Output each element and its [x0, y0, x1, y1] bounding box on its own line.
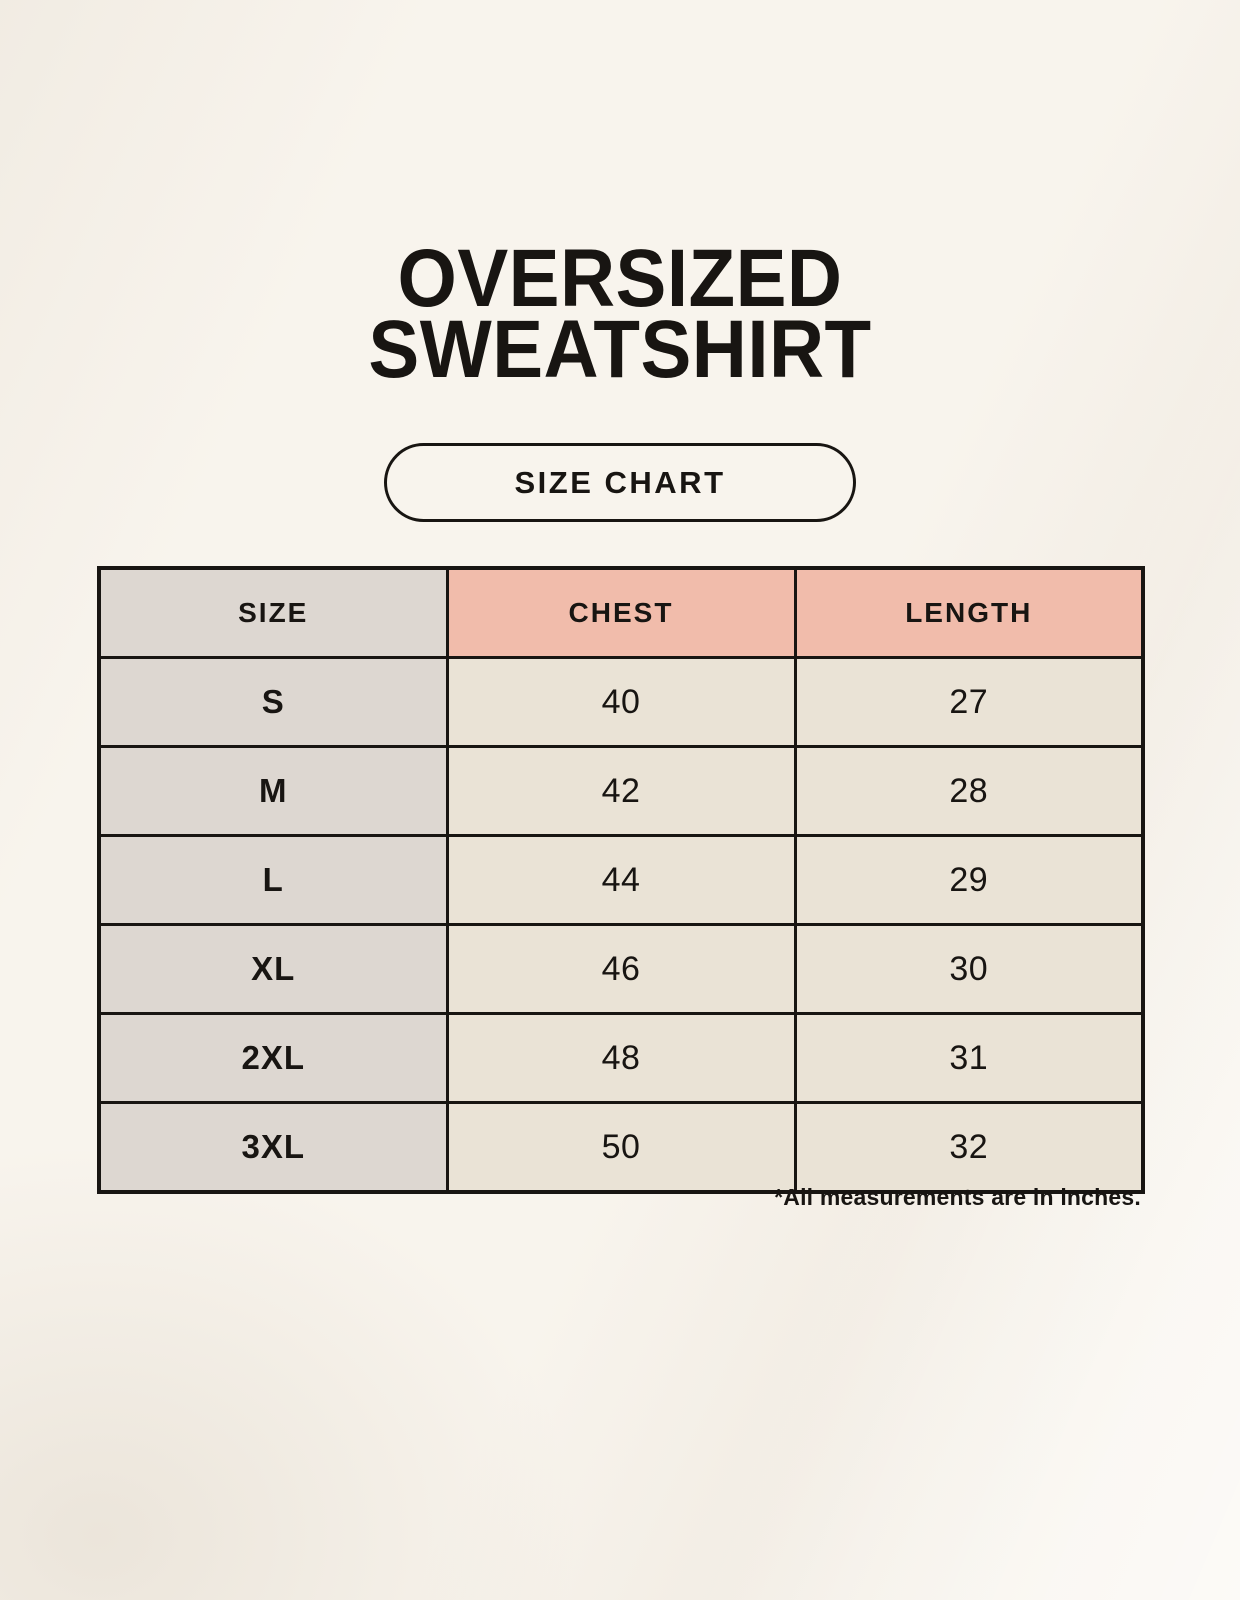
- page-title-line-2: SWEATSHIRT: [368, 304, 872, 395]
- chest-cell: 46: [445, 923, 797, 1015]
- size-chart-badge-label: SIZE CHART: [514, 464, 726, 500]
- chest-cell: 44: [445, 834, 797, 926]
- size-cell: L: [97, 834, 449, 926]
- length-cell: 29: [793, 834, 1145, 926]
- table-row-s: S 40 27: [97, 656, 1145, 748]
- chest-cell: 48: [445, 1012, 797, 1104]
- length-cell: 32: [793, 1101, 1145, 1194]
- table-row-2xl: 2XL 48 31: [97, 1012, 1145, 1104]
- measurements-footnote: *All measurements are in inches.: [774, 1184, 1141, 1210]
- size-cell: XL: [97, 923, 449, 1015]
- table-row-l: L 44 29: [97, 834, 1145, 926]
- column-header-chest: CHEST: [445, 566, 797, 659]
- length-cell: 28: [793, 745, 1145, 837]
- column-header-length: LENGTH: [793, 566, 1145, 659]
- table-header-row: SIZE CHEST LENGTH: [97, 566, 1145, 659]
- size-cell: 3XL: [97, 1101, 449, 1194]
- column-header-size: SIZE: [97, 566, 449, 659]
- length-cell: 31: [793, 1012, 1145, 1104]
- page-title: OVERSIZED SWEATSHIRT: [43, 233, 1196, 395]
- size-chart-badge: SIZE CHART: [384, 443, 856, 522]
- size-cell: 2XL: [97, 1012, 449, 1104]
- chest-cell: 40: [445, 656, 797, 748]
- size-table: SIZE CHEST LENGTH S 40 27 M 42 28 L 44 2…: [97, 566, 1145, 1194]
- size-cell: M: [97, 745, 449, 837]
- chest-cell: 50: [445, 1101, 797, 1194]
- length-cell: 30: [793, 923, 1145, 1015]
- table-row-xl: XL 46 30: [97, 923, 1145, 1015]
- length-cell: 27: [793, 656, 1145, 748]
- page-title-line-1: OVERSIZED: [397, 233, 843, 324]
- size-cell: S: [97, 656, 449, 748]
- table-row-m: M 42 28: [97, 745, 1145, 837]
- table-row-3xl: 3XL 50 32: [97, 1101, 1145, 1194]
- chest-cell: 42: [445, 745, 797, 837]
